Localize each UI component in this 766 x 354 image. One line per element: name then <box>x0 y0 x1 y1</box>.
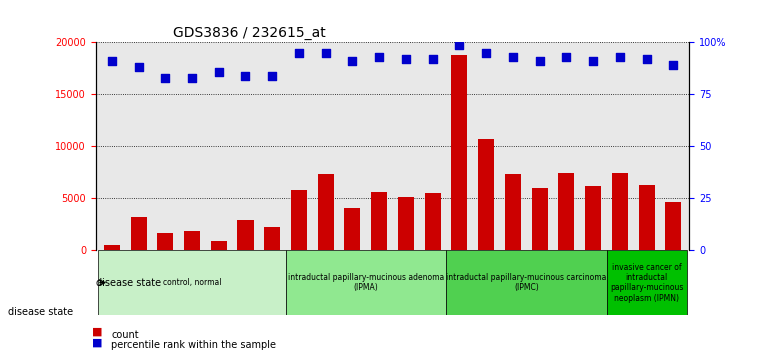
Bar <box>451 55 467 250</box>
Point <box>640 56 653 62</box>
Point <box>587 58 599 64</box>
Text: ■: ■ <box>92 337 103 347</box>
Bar <box>398 197 414 250</box>
Point <box>534 58 546 64</box>
Text: intraductal papillary-mucinous carcinoma
(IPMC): intraductal papillary-mucinous carcinoma… <box>446 273 607 292</box>
Bar <box>639 185 655 250</box>
Bar <box>612 173 628 250</box>
Point <box>507 54 519 60</box>
FancyBboxPatch shape <box>607 250 687 315</box>
Bar <box>558 173 574 250</box>
Point <box>186 75 198 81</box>
Text: disease state: disease state <box>8 307 73 316</box>
Bar <box>505 175 521 250</box>
Point <box>213 69 225 74</box>
Point <box>239 73 251 79</box>
Point <box>427 56 439 62</box>
Bar <box>130 217 146 250</box>
Point <box>453 42 466 47</box>
Bar <box>666 202 682 250</box>
Text: disease state: disease state <box>96 278 161 287</box>
Bar <box>291 190 307 250</box>
Text: count: count <box>111 330 139 339</box>
Text: ■: ■ <box>92 326 103 337</box>
FancyBboxPatch shape <box>98 250 286 315</box>
Bar <box>184 232 200 250</box>
Point <box>560 54 572 60</box>
Bar <box>264 227 280 250</box>
Bar <box>211 241 227 250</box>
Point <box>667 63 679 68</box>
Bar <box>103 245 119 250</box>
Text: GDS3836 / 232615_at: GDS3836 / 232615_at <box>173 26 326 40</box>
Point <box>133 64 145 70</box>
Bar <box>157 233 173 250</box>
Point <box>266 73 278 79</box>
Point <box>346 58 358 64</box>
Bar <box>532 188 548 250</box>
Point <box>373 54 385 60</box>
Point <box>106 58 118 64</box>
Bar <box>345 207 361 250</box>
FancyBboxPatch shape <box>446 250 607 315</box>
Point <box>614 54 626 60</box>
Point <box>293 50 305 56</box>
Bar <box>372 192 388 250</box>
Bar <box>478 139 494 250</box>
Bar <box>424 193 440 250</box>
FancyBboxPatch shape <box>286 250 446 315</box>
Bar <box>237 220 254 250</box>
Text: percentile rank within the sample: percentile rank within the sample <box>111 340 276 350</box>
Point <box>319 50 332 56</box>
Point <box>159 75 172 81</box>
Bar <box>585 186 601 250</box>
Bar <box>318 175 334 250</box>
Text: control, normal: control, normal <box>162 278 221 287</box>
Text: invasive cancer of
intraductal
papillary-mucinous
neoplasm (IPMN): invasive cancer of intraductal papillary… <box>610 263 683 303</box>
Point <box>480 50 493 56</box>
Text: intraductal papillary-mucinous adenoma
(IPMA): intraductal papillary-mucinous adenoma (… <box>288 273 444 292</box>
Point <box>400 56 412 62</box>
